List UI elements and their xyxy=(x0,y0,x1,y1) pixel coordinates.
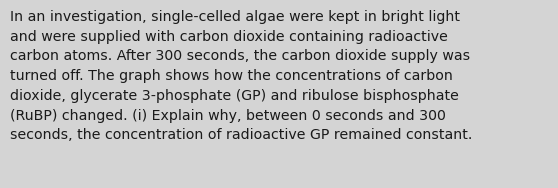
Text: In an investigation, single-celled algae were kept in bright light
and were supp: In an investigation, single-celled algae… xyxy=(10,10,473,142)
